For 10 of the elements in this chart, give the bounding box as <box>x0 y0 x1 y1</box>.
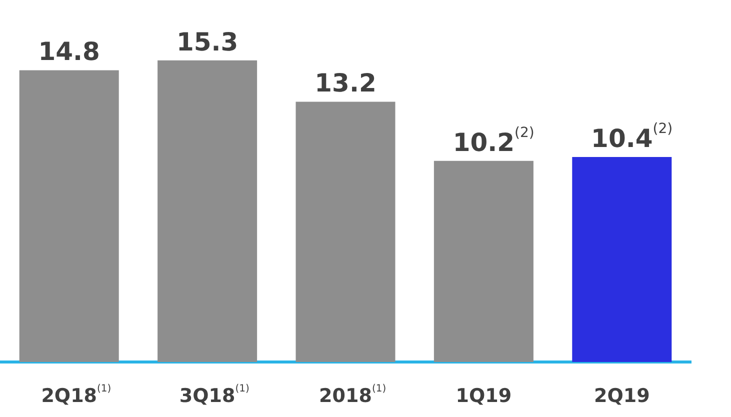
bar <box>158 60 258 362</box>
bar <box>434 160 534 362</box>
data-label: 13.2 <box>314 68 376 98</box>
x-tick-label: 2Q19 <box>594 385 650 407</box>
bar <box>296 102 396 362</box>
bar <box>572 156 672 362</box>
data-label: 14.8 <box>38 37 100 66</box>
data-label: 15.3 <box>176 27 238 56</box>
bar <box>19 70 119 362</box>
x-tick-label: 1Q19 <box>456 385 512 407</box>
